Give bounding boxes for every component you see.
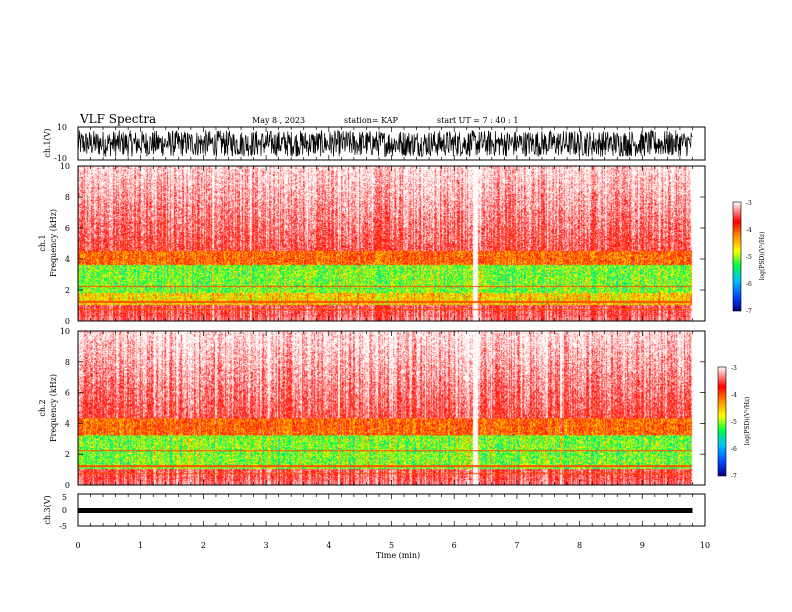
x-tick-label: 2 bbox=[201, 541, 206, 550]
ch1-ylabel: ch.1(V) bbox=[43, 128, 52, 157]
spec-ytick-label: 0 bbox=[65, 481, 70, 490]
ch1-colorbar-label: log(PSD)(V²/Hz) bbox=[759, 232, 766, 281]
x-tick-label: 3 bbox=[264, 541, 269, 550]
start-time-label: start UT = 7 : 40 : 1 bbox=[437, 116, 518, 125]
ch2-spectrogram-panel: 0 2 4 6 8 10 ch.2 Frequency (kHz) bbox=[38, 327, 706, 490]
ch2-spec-ylabel: Frequency (kHz) bbox=[49, 374, 58, 442]
spec-ytick-label: 2 bbox=[65, 286, 70, 295]
ch1-trace-line bbox=[77, 129, 693, 158]
figure-title: VLF Spectra bbox=[79, 112, 156, 126]
x-tick-label: 10 bbox=[700, 541, 710, 550]
x-tick-label: 9 bbox=[640, 541, 645, 550]
ch3-trace bbox=[78, 508, 693, 513]
spec-ytick-label: 6 bbox=[65, 224, 70, 233]
ch2-colorbar-scale bbox=[717, 366, 727, 477]
ch1-colorbar: -3 -4 -5 -6 -7 log(PSD)(V²/Hz) bbox=[732, 200, 766, 315]
ch1-spectrogram-image bbox=[78, 166, 705, 321]
x-tick-label: 7 bbox=[514, 541, 519, 550]
x-tick-label: 5 bbox=[389, 541, 394, 550]
ch1-cbar-tick-7: -7 bbox=[746, 308, 752, 315]
ch3-ylabel: ch.3(V) bbox=[43, 495, 52, 524]
ch1-cbar-tick-4: -4 bbox=[746, 227, 752, 234]
spec-ytick-label: 8 bbox=[65, 193, 70, 202]
date-label: May 8 , 2023 bbox=[252, 116, 305, 125]
ch1-spec-channel-label: ch.1 bbox=[38, 234, 47, 251]
ch1-spec-ylabel: Frequency (kHz) bbox=[49, 209, 58, 277]
spec-ytick-label: 0 bbox=[65, 317, 70, 326]
ch1-cbar-tick-3: -3 bbox=[746, 200, 752, 207]
ch1-spec-yticks: 0 2 4 6 8 10 bbox=[60, 162, 705, 326]
ch2-colorbar-label: log(PSD)(V²/Hz) bbox=[744, 397, 751, 446]
ch2-cbar-tick-5: -5 bbox=[731, 419, 737, 426]
ch3-waveform-panel: 5 0 -5 ch.3(V) bbox=[43, 493, 706, 531]
spec-ytick-label: 10 bbox=[60, 327, 70, 336]
ch1-cbar-tick-5: -5 bbox=[746, 254, 752, 261]
x-tick-labels: 0 1 2 3 4 5 6 7 8 9 10 bbox=[75, 541, 710, 550]
x-axis-label: Time (min) bbox=[376, 551, 420, 560]
spec-ytick-label: 10 bbox=[60, 162, 70, 171]
spec-ytick-label: 2 bbox=[65, 450, 70, 459]
x-tick-label: 0 bbox=[75, 541, 80, 550]
station-label: station= KAP bbox=[344, 116, 399, 125]
ch2-cbar-tick-3: -3 bbox=[731, 365, 737, 372]
ch1-colorbar-scale bbox=[732, 201, 742, 312]
ch2-spec-yticks: 0 2 4 6 8 10 bbox=[60, 327, 705, 490]
ch1-waveform-panel: 10 -10 ch.1(V) bbox=[43, 123, 706, 163]
spec-ytick-label: 4 bbox=[65, 419, 70, 428]
x-tick-label: 1 bbox=[138, 541, 143, 550]
ch2-spectrogram-image bbox=[78, 331, 705, 485]
ch1-spectrogram-panel: 0 2 4 6 8 10 ch.1 Frequency (kHz) bbox=[38, 162, 706, 326]
ch2-spec-channel-label: ch.2 bbox=[38, 399, 47, 416]
ch1-cbar-tick-6: -6 bbox=[746, 281, 752, 288]
ch3-ytick-5: 5 bbox=[62, 493, 67, 502]
ch2-colorbar: -3 -4 -5 -6 -7 log(PSD)(V²/Hz) bbox=[717, 365, 751, 480]
spec-ytick-label: 4 bbox=[65, 255, 70, 264]
x-tick-label: 4 bbox=[326, 541, 331, 550]
ch3-ytick-0: 0 bbox=[62, 506, 67, 515]
ch1-ytick-bottom: -10 bbox=[54, 154, 67, 163]
ch2-cbar-tick-6: -6 bbox=[731, 446, 737, 453]
spec-ytick-label: 8 bbox=[65, 358, 70, 367]
ch1-trace bbox=[77, 129, 693, 158]
spec-ytick-label: 6 bbox=[65, 389, 70, 398]
x-tick-label: 6 bbox=[452, 541, 457, 550]
ch2-cbar-tick-4: -4 bbox=[731, 392, 737, 399]
x-tick-label: 8 bbox=[577, 541, 582, 550]
ch1-ytick-top: 10 bbox=[57, 123, 67, 132]
ch3-ytick-neg5: -5 bbox=[59, 522, 67, 531]
ch2-cbar-tick-7: -7 bbox=[731, 473, 737, 480]
